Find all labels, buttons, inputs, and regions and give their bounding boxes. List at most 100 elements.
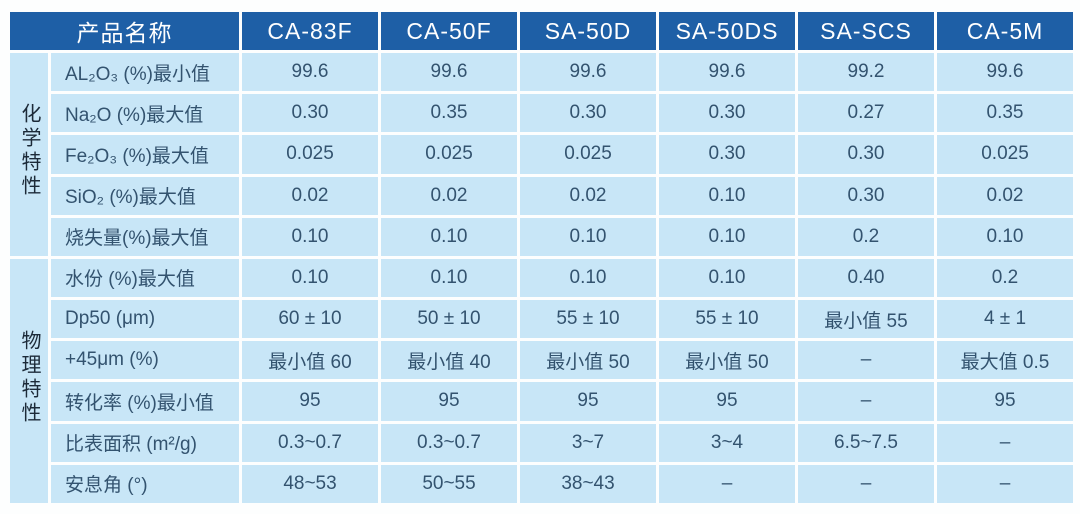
- row-label: AL₂O₃ (%)最小值: [51, 53, 239, 92]
- value-cell: 0.40: [798, 258, 934, 298]
- value-cell: 0.10: [659, 176, 795, 215]
- value-cell: 38~43: [520, 464, 656, 503]
- value-cell: 60 ± 10: [242, 300, 378, 339]
- value-cell: 0.10: [520, 217, 656, 256]
- value-cell: 0.30: [242, 94, 378, 133]
- value-cell: 0.27: [798, 94, 934, 133]
- value-cell: 95: [242, 382, 378, 421]
- value-cell: 99.6: [242, 53, 378, 92]
- value-cell: 0.10: [242, 217, 378, 256]
- value-cell: 0.10: [381, 258, 517, 298]
- value-cell: 55 ± 10: [659, 300, 795, 339]
- product-spec-table: 产品名称 CA-83F CA-50F SA-50D SA-50DS SA-SCS…: [7, 9, 1076, 506]
- value-cell: 0.025: [937, 135, 1073, 174]
- value-cell: 95: [381, 382, 517, 421]
- value-cell: –: [798, 341, 934, 380]
- value-cell: 0.025: [520, 135, 656, 174]
- value-cell: 3~4: [659, 423, 795, 462]
- table-row: Fe₂O₃ (%)最大值 0.025 0.025 0.025 0.30 0.30…: [10, 135, 1073, 174]
- value-cell: –: [798, 464, 934, 503]
- value-cell: 55 ± 10: [520, 300, 656, 339]
- value-cell: –: [798, 382, 934, 421]
- section-label-physical: 物理特性: [10, 258, 48, 503]
- product-column-header: CA-5M: [937, 12, 1073, 50]
- table-row: 安息角 (°) 48~53 50~55 38~43 – – –: [10, 464, 1073, 503]
- value-cell: –: [937, 423, 1073, 462]
- row-label: 比表面积 (m²/g): [51, 423, 239, 462]
- table-row: 比表面积 (m²/g) 0.3~0.7 0.3~0.7 3~7 3~4 6.5~…: [10, 423, 1073, 462]
- table-row: 转化率 (%)最小值 95 95 95 95 – 95: [10, 382, 1073, 421]
- value-cell: 0.10: [520, 258, 656, 298]
- table-row: 烧失量(%)最大值 0.10 0.10 0.10 0.10 0.2 0.10: [10, 217, 1073, 256]
- value-cell: 99.6: [381, 53, 517, 92]
- product-column-header: SA-50D: [520, 12, 656, 50]
- product-column-header: CA-50F: [381, 12, 517, 50]
- value-cell: 48~53: [242, 464, 378, 503]
- value-cell: 0.35: [937, 94, 1073, 133]
- value-cell: 最大值 0.5: [937, 341, 1073, 380]
- value-cell: 0.30: [798, 176, 934, 215]
- value-cell: 最小值 60: [242, 341, 378, 380]
- table-row: SiO₂ (%)最大值 0.02 0.02 0.02 0.10 0.30 0.0…: [10, 176, 1073, 215]
- value-cell: 0.02: [520, 176, 656, 215]
- product-column-header: CA-83F: [242, 12, 378, 50]
- value-cell: 0.30: [659, 135, 795, 174]
- corner-header: 产品名称: [10, 12, 239, 50]
- table-row: 化学特性 AL₂O₃ (%)最小值 99.6 99.6 99.6 99.6 99…: [10, 53, 1073, 256]
- header-row: 产品名称 CA-83F CA-50F SA-50D SA-50DS SA-SCS…: [10, 12, 1073, 50]
- table-row: 物理特性 水份 (%)最大值 0.10 0.10 0.10 0.10 0.40 …: [10, 258, 1073, 503]
- value-cell: 50 ± 10: [381, 300, 517, 339]
- value-cell: 99.2: [798, 53, 934, 92]
- value-cell: 0.2: [937, 258, 1073, 298]
- value-cell: 0.10: [242, 258, 378, 298]
- value-cell: 99.6: [937, 53, 1073, 92]
- value-cell: 最小值 55: [798, 300, 934, 339]
- value-cell: 0.02: [381, 176, 517, 215]
- value-cell: 最小值 40: [381, 341, 517, 380]
- value-cell: 95: [937, 382, 1073, 421]
- value-cell: 99.6: [520, 53, 656, 92]
- value-cell: 99.6: [659, 53, 795, 92]
- table-row: +45μm (%) 最小值 60 最小值 40 最小值 50 最小值 50 – …: [10, 341, 1073, 380]
- row-label: SiO₂ (%)最大值: [51, 176, 239, 215]
- row-label: 安息角 (°): [51, 464, 239, 503]
- value-cell: 4 ± 1: [937, 300, 1073, 339]
- value-cell: –: [937, 464, 1073, 503]
- value-cell: 95: [520, 382, 656, 421]
- value-cell: 0.10: [937, 217, 1073, 256]
- section-label-chemical: 化学特性: [10, 53, 48, 256]
- row-label: Dp50 (μm): [51, 300, 239, 339]
- value-cell: 0.30: [798, 135, 934, 174]
- row-label: +45μm (%): [51, 341, 239, 380]
- value-cell: 0.02: [937, 176, 1073, 215]
- value-cell: 0.10: [381, 217, 517, 256]
- value-cell: 最小值 50: [659, 341, 795, 380]
- value-cell: 0.2: [798, 217, 934, 256]
- value-cell: 6.5~7.5: [798, 423, 934, 462]
- value-cell: 0.025: [381, 135, 517, 174]
- row-label: 水份 (%)最大值: [51, 258, 239, 298]
- row-label: 烧失量(%)最大值: [51, 217, 239, 256]
- product-column-header: SA-50DS: [659, 12, 795, 50]
- value-cell: 50~55: [381, 464, 517, 503]
- value-cell: 3~7: [520, 423, 656, 462]
- value-cell: 0.10: [659, 258, 795, 298]
- value-cell: 0.3~0.7: [242, 423, 378, 462]
- value-cell: –: [659, 464, 795, 503]
- value-cell: 最小值 50: [520, 341, 656, 380]
- table-row: Na₂O (%)最大值 0.30 0.35 0.30 0.30 0.27 0.3…: [10, 94, 1073, 133]
- value-cell: 0.025: [242, 135, 378, 174]
- row-label: Na₂O (%)最大值: [51, 94, 239, 133]
- row-label: Fe₂O₃ (%)最大值: [51, 135, 239, 174]
- value-cell: 0.02: [242, 176, 378, 215]
- table-row: Dp50 (μm) 60 ± 10 50 ± 10 55 ± 10 55 ± 1…: [10, 300, 1073, 339]
- row-label: 转化率 (%)最小值: [51, 382, 239, 421]
- product-column-header: SA-SCS: [798, 12, 934, 50]
- value-cell: 95: [659, 382, 795, 421]
- value-cell: 0.30: [520, 94, 656, 133]
- value-cell: 0.3~0.7: [381, 423, 517, 462]
- value-cell: 0.30: [659, 94, 795, 133]
- value-cell: 0.10: [659, 217, 795, 256]
- value-cell: 0.35: [381, 94, 517, 133]
